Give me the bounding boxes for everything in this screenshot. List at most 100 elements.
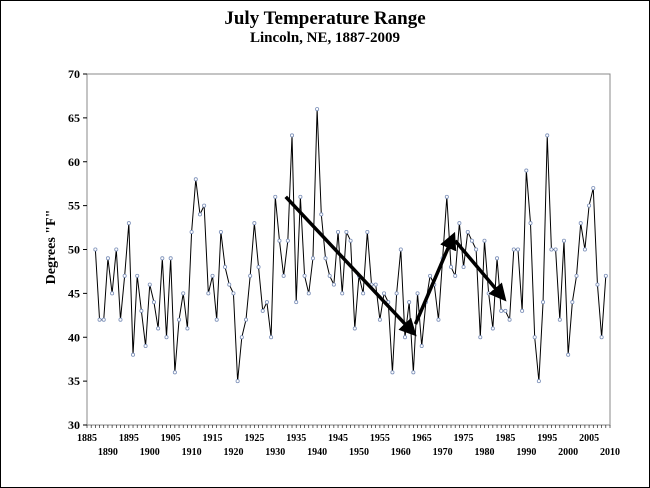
y-tick-label: 40	[68, 330, 80, 344]
y-axis: 30 35 40 45 50 55 60 65 70	[68, 67, 87, 432]
data-point	[143, 344, 148, 349]
x-tick-label: 1990	[516, 447, 536, 458]
data-point	[591, 186, 596, 191]
x-tick-label: 1980	[474, 447, 494, 458]
x-tick-label: 1950	[349, 447, 369, 458]
data-point	[231, 291, 236, 296]
x-tick-label: 1910	[182, 447, 202, 458]
data-point	[235, 379, 240, 384]
chart-title: July Temperature Range	[224, 8, 426, 29]
data-point	[294, 300, 299, 305]
data-point	[135, 273, 140, 278]
data-point	[285, 238, 290, 243]
data-point	[172, 370, 177, 375]
x-tick-label: 1960	[391, 447, 411, 458]
data-point	[336, 229, 341, 234]
data-point	[453, 273, 458, 278]
data-point	[306, 291, 311, 296]
data-point	[436, 317, 441, 322]
data-point	[273, 194, 278, 199]
data-point	[469, 238, 474, 243]
data-point	[582, 247, 587, 252]
data-point	[570, 300, 575, 305]
x-tick-label: 1940	[307, 447, 327, 458]
data-point	[352, 326, 357, 331]
data-point	[419, 344, 424, 349]
data-point	[574, 273, 579, 278]
data-point	[382, 291, 387, 296]
data-point	[248, 273, 253, 278]
data-point	[118, 317, 123, 322]
data-point	[482, 238, 487, 243]
data-point	[457, 221, 462, 226]
data-point	[185, 326, 190, 331]
x-tick-label: 1965	[412, 433, 432, 444]
data-point	[202, 203, 207, 208]
x-tick-label: 1995	[537, 433, 557, 444]
x-tick-label: 1885	[77, 433, 97, 444]
x-tick-label: 1930	[265, 447, 285, 458]
data-point	[214, 317, 219, 322]
data-point	[603, 273, 608, 278]
data-point	[407, 300, 412, 305]
x-tick-label: 2010	[600, 447, 620, 458]
data-point	[561, 238, 566, 243]
x-tick-label: 1985	[495, 433, 515, 444]
data-point	[298, 194, 303, 199]
data-point	[290, 133, 295, 138]
data-point	[511, 247, 516, 252]
data-point	[428, 273, 433, 278]
trend-arrow	[284, 195, 417, 337]
data-point	[139, 308, 144, 313]
data-point	[147, 282, 152, 287]
data-point	[131, 352, 136, 357]
x-tick-label: 1920	[223, 447, 243, 458]
data-point	[373, 282, 378, 287]
y-tick-label: 30	[68, 418, 80, 432]
data-point	[528, 221, 533, 226]
y-tick-label: 70	[68, 67, 80, 81]
data-point	[252, 221, 257, 226]
data-point	[348, 238, 353, 243]
x-tick-label: 1945	[328, 433, 348, 444]
data-point	[156, 326, 161, 331]
x-tick-label: 1955	[370, 433, 390, 444]
data-point	[122, 273, 127, 278]
data-point	[495, 256, 500, 261]
x-tick-label: 1890	[98, 447, 118, 458]
data-point	[264, 300, 269, 305]
data-point	[390, 370, 395, 375]
data-point	[402, 335, 407, 340]
data-point	[499, 308, 504, 313]
data-point	[319, 212, 324, 217]
data-point	[206, 291, 211, 296]
data-point	[503, 308, 508, 313]
data-point	[210, 273, 215, 278]
data-point	[524, 168, 529, 173]
x-tick-label: 1895	[119, 433, 139, 444]
data-point	[223, 265, 228, 270]
data-point	[507, 317, 512, 322]
data-point	[177, 317, 182, 322]
x-tick-label: 1900	[140, 447, 160, 458]
data-point	[557, 317, 562, 322]
data-point	[578, 221, 583, 226]
x-tick-label: 1905	[161, 433, 181, 444]
data-point	[243, 317, 248, 322]
data-point	[599, 335, 604, 340]
data-point	[536, 379, 541, 384]
data-point	[541, 300, 546, 305]
data-point	[110, 291, 115, 296]
x-tick-label: 1915	[203, 433, 223, 444]
data-point	[478, 335, 483, 340]
data-point	[323, 256, 328, 261]
data-point	[449, 265, 454, 270]
data-point	[415, 291, 420, 296]
data-point	[315, 107, 320, 112]
data-point	[114, 247, 119, 252]
data-point	[260, 308, 265, 313]
data-point	[411, 370, 416, 375]
data-point	[587, 203, 592, 208]
x-tick-label: 1935	[286, 433, 306, 444]
